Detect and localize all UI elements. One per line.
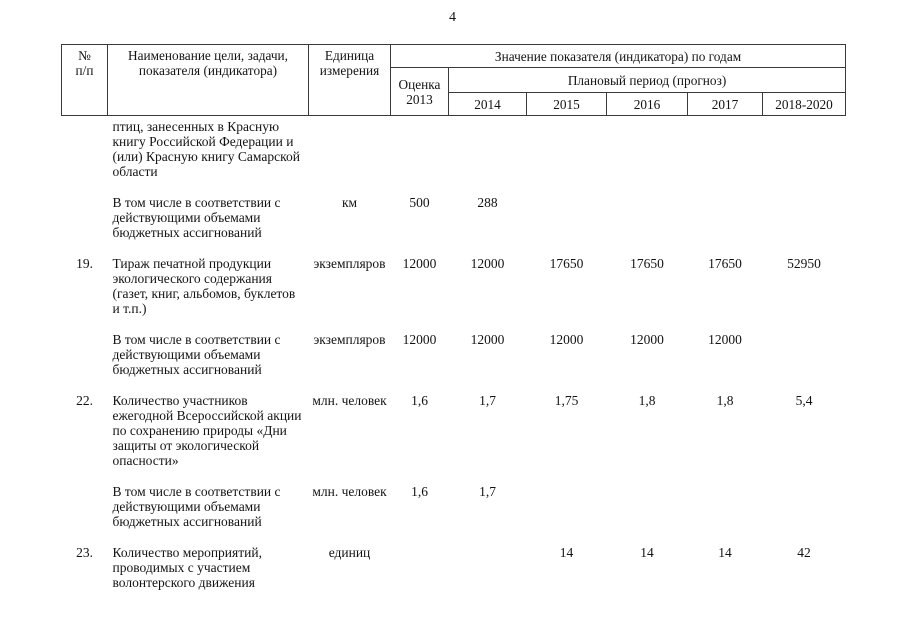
- value-cell-2013: [391, 116, 449, 196]
- value-cell-2017: [688, 195, 763, 256]
- value-cell-2016: 12000: [630, 332, 664, 347]
- value-cell-2018-2020: [763, 195, 846, 256]
- header-year-2017: 2017: [687, 92, 763, 116]
- value-cell-2014: 12000: [470, 256, 505, 271]
- value-cell-2015: 17650: [549, 256, 584, 271]
- value-cell-2018-2020: 5,4: [795, 393, 813, 408]
- row-number-cell: [62, 332, 108, 393]
- value-cell-2017: [688, 116, 763, 196]
- header-year-2016: 2016: [606, 92, 688, 116]
- row-number-cell: [62, 116, 108, 196]
- unit-cell: экземпляров: [313, 332, 386, 347]
- value-cell-2013: 1,6: [411, 484, 428, 499]
- value-cell-2017: 17650: [708, 256, 742, 271]
- row-number-cell: 23.: [76, 545, 93, 560]
- row-number-cell: 22.: [76, 393, 93, 408]
- value-cell-2018-2020: [763, 332, 846, 393]
- unit-cell: млн. человек: [312, 484, 387, 499]
- value-cell-2018-2020: 42: [797, 545, 811, 560]
- table-row: птиц, занесенных в Красную книгу Российс…: [62, 116, 846, 196]
- header-plan-group: Плановый период (прогноз): [447, 67, 847, 93]
- value-cell-2017: [688, 484, 763, 545]
- indicator-name-cell: Количество участников ежегодной Всеросси…: [112, 393, 302, 468]
- value-cell-2013: 12000: [402, 256, 437, 271]
- indicator-name-cell: В том числе в соответствии с действующим…: [112, 195, 281, 240]
- value-cell-2014: [449, 116, 527, 196]
- value-cell-2014: [449, 545, 527, 606]
- value-cell-2015: 12000: [549, 332, 584, 347]
- header-value-group: Значение показателя (индикатора) по года…: [389, 44, 847, 68]
- value-cell-2015: [527, 484, 607, 545]
- indicators-table: № п/п Наименование цели, задачи, показат…: [61, 44, 847, 607]
- value-cell-2017: 14: [718, 545, 732, 560]
- value-cell-2017: 12000: [708, 332, 742, 347]
- value-cell-2015: [527, 116, 607, 196]
- value-cell-2013: 500: [409, 195, 430, 210]
- page-number: 4: [449, 10, 456, 25]
- value-cell-2016: 17650: [630, 256, 664, 271]
- table-row: В том числе в соответствии с действующим…: [62, 332, 846, 393]
- unit-cell: млн. человек: [312, 393, 387, 408]
- table-row: 23. Количество мероприятий, проводимых с…: [62, 545, 846, 606]
- value-cell-2016: 14: [640, 545, 654, 560]
- table-row: 19. Тираж печатной продукции экологическ…: [62, 256, 846, 332]
- unit-cell: км: [341, 195, 358, 210]
- value-cell-2016: [607, 195, 688, 256]
- value-cell-2014: 12000: [470, 332, 505, 347]
- table-header: № п/п Наименование цели, задачи, показат…: [61, 44, 847, 116]
- unit-cell: единиц: [328, 545, 371, 560]
- value-cell-2014: 288: [477, 195, 498, 210]
- row-number-cell: [62, 484, 108, 545]
- header-name: Наименование цели, задачи, показателя (и…: [107, 44, 309, 116]
- indicator-name-cell: Тираж печатной продукции экологического …: [112, 256, 296, 316]
- indicator-name-cell: Количество мероприятий, проводимых с уча…: [112, 545, 262, 590]
- row-number-cell: 19.: [76, 256, 93, 271]
- value-cell-2013: [391, 545, 449, 606]
- value-cell-2013: 12000: [402, 332, 437, 347]
- value-cell-2014: 1,7: [479, 393, 496, 408]
- table-row: В том числе в соответствии с действующим…: [62, 195, 846, 256]
- value-cell-2013: 1,6: [411, 393, 428, 408]
- value-cell-2015: [527, 195, 607, 256]
- unit-cell: [309, 116, 391, 196]
- header-year-2014: 2014: [448, 92, 527, 116]
- value-cell-2018-2020: [763, 484, 846, 545]
- header-year-2015: 2015: [526, 92, 607, 116]
- table-body: птиц, занесенных в Красную книгу Российс…: [62, 116, 846, 607]
- value-cell-2016: 1,8: [638, 393, 656, 408]
- header-year-2018-2020: 2018-2020: [761, 92, 847, 116]
- table-row: 22. Количество участников ежегодной Всер…: [62, 393, 846, 484]
- table-row: В том числе в соответствии с действующим…: [62, 484, 846, 545]
- indicator-name-cell: В том числе в соответствии с действующим…: [112, 484, 281, 529]
- value-cell-2014: 1,7: [479, 484, 496, 499]
- value-cell-2018-2020: 52950: [787, 256, 821, 271]
- unit-cell: экземпляров: [313, 256, 386, 271]
- header-estimate-2013: Оценка 2013: [390, 67, 449, 116]
- header-unit: Единица измерения: [308, 44, 391, 116]
- row-number-cell: [62, 195, 108, 256]
- value-cell-2016: [607, 116, 688, 196]
- value-cell-2018-2020: [763, 116, 846, 196]
- indicator-name-cell: птиц, занесенных в Красную книгу Российс…: [112, 119, 300, 179]
- value-cell-2016: [607, 484, 688, 545]
- indicator-name-cell: В том числе в соответствии с действующим…: [112, 332, 281, 377]
- value-cell-2015: 1,75: [554, 393, 579, 408]
- value-cell-2017: 1,8: [716, 393, 734, 408]
- header-num: № п/п: [61, 44, 108, 116]
- value-cell-2015: 14: [559, 545, 574, 560]
